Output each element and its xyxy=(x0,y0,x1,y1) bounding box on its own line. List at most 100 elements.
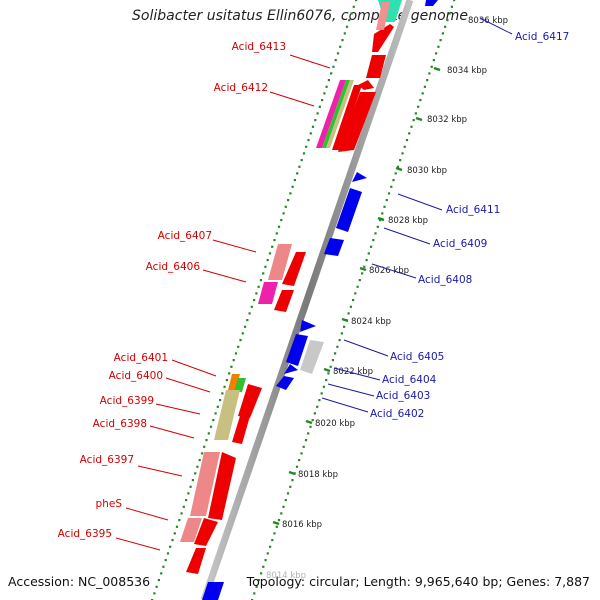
gene-label[interactable]: Acid_6399 xyxy=(100,395,154,407)
outer-ring-dot xyxy=(316,405,319,408)
gene-label[interactable]: Acid_6417 xyxy=(515,31,569,43)
outer-ring-dot xyxy=(318,399,321,402)
inner-ring-dot xyxy=(350,12,353,15)
outer-ring-dot xyxy=(453,0,456,2)
outer-ring-dot xyxy=(390,185,393,188)
outer-ring-dot xyxy=(325,379,328,382)
gene-label[interactable]: Acid_6397 xyxy=(80,454,134,466)
inner-ring-dot xyxy=(153,592,156,595)
outer-ring-dot xyxy=(291,479,294,482)
gene-forward xyxy=(332,85,362,150)
gene-forward xyxy=(366,55,386,78)
outer-ring-dot xyxy=(313,412,316,415)
inner-ring-dot xyxy=(216,405,219,408)
gene-label[interactable]: Acid_6402 xyxy=(370,408,424,420)
gene-reverse xyxy=(300,320,316,332)
inner-ring-dot xyxy=(248,312,251,315)
tick-label: 8034 kbp xyxy=(447,66,487,76)
inner-ring-dot xyxy=(332,65,335,68)
gene-features xyxy=(180,0,438,600)
inner-ring-dot xyxy=(307,139,310,142)
inner-ring-dot xyxy=(253,299,256,302)
gene-label[interactable]: Acid_6404 xyxy=(382,374,437,386)
tick-label: 8030 kbp xyxy=(407,166,447,176)
gene-label[interactable]: Acid_6407 xyxy=(158,230,212,242)
inner-ring-dot xyxy=(291,185,294,188)
gene-label[interactable]: Acid_6400 xyxy=(109,370,163,382)
inner-ring-dot xyxy=(341,39,344,42)
gene-reverse xyxy=(352,172,367,182)
outer-ring-dot xyxy=(408,132,411,135)
gene-label[interactable]: Acid_6406 xyxy=(146,261,201,273)
gene-label[interactable]: Acid_6409 xyxy=(433,238,487,250)
inner-ring-dot xyxy=(171,539,174,542)
inner-ring-dot xyxy=(178,519,181,522)
inner-ring-dot xyxy=(284,205,287,208)
inner-ring-dot xyxy=(180,512,183,515)
inner-ring-dot xyxy=(268,252,272,255)
gene-label[interactable]: Acid_6413 xyxy=(232,41,286,53)
outer-ring-dot xyxy=(363,265,366,268)
outer-ring-dot xyxy=(340,332,343,335)
gene-label[interactable]: Acid_6395 xyxy=(58,528,112,540)
gene-label[interactable]: Acid_6408 xyxy=(418,274,472,286)
inner-ring-dot xyxy=(339,45,342,48)
tick-label: 8018 kbp xyxy=(298,470,338,480)
inner-ring-dot xyxy=(203,445,206,448)
outer-ring-dot xyxy=(266,552,269,555)
inner-ring-dot xyxy=(250,305,253,308)
inner-ring-dot xyxy=(223,385,226,388)
outer-ring-dot xyxy=(412,119,415,122)
topology-text: Topology: circular; Length: 9,965,640 bp… xyxy=(246,574,590,589)
outer-ring-dot xyxy=(302,445,305,448)
gene-label[interactable]: Acid_6411 xyxy=(446,204,500,216)
gene-forward xyxy=(322,80,350,148)
inner-ring-dot xyxy=(355,0,358,2)
outer-ring-dot xyxy=(399,159,402,162)
outer-ring-dot xyxy=(387,192,391,195)
inner-ring-dot xyxy=(196,465,199,468)
outer-ring-dot xyxy=(327,372,330,375)
inner-ring-dot xyxy=(207,432,210,435)
outer-ring-dot xyxy=(392,179,395,182)
gene-label[interactable]: Acid_6401 xyxy=(114,352,168,364)
inner-ring-dot xyxy=(316,112,319,115)
gene-label[interactable]: Acid_6403 xyxy=(376,390,430,402)
gene-label[interactable]: Acid_6398 xyxy=(93,418,147,430)
inner-ring-dot xyxy=(182,505,185,508)
gene-label[interactable]: pheS xyxy=(96,498,123,510)
inner-ring-dot xyxy=(264,265,267,268)
inner-ring-dot xyxy=(162,565,165,568)
gene-label[interactable]: Acid_6412 xyxy=(214,82,268,94)
inner-ring-dot xyxy=(194,472,197,475)
outer-ring-dot xyxy=(394,172,397,175)
outer-ring-dot xyxy=(383,205,386,208)
inner-ring-dot xyxy=(305,145,308,148)
inner-ring-dot xyxy=(232,359,235,362)
outer-ring-dot xyxy=(367,252,370,255)
gene-label[interactable]: Acid_6405 xyxy=(390,351,444,363)
label-leaders xyxy=(115,17,513,551)
outer-ring-dot xyxy=(282,505,285,508)
gene-reverse xyxy=(336,188,362,232)
gene-forward xyxy=(282,252,306,286)
outer-ring-dot xyxy=(257,579,260,582)
inner-ring-dot xyxy=(255,292,258,295)
outer-ring-dot xyxy=(365,259,368,262)
left-gene-labels: Acid_6413 Acid_6412 Acid_6407 Acid_6406 … xyxy=(58,41,286,540)
tick-mark xyxy=(433,66,441,72)
outer-ring-dot xyxy=(426,79,429,82)
outer-ring-dot xyxy=(405,139,409,142)
gene-forward xyxy=(194,518,218,546)
inner-ring-dot xyxy=(311,125,315,128)
outer-ring-dot xyxy=(417,105,420,108)
outer-ring-dot xyxy=(352,299,355,302)
gene-reverse xyxy=(286,334,308,366)
outer-ring-dot xyxy=(428,72,431,75)
inner-ring-dot xyxy=(246,319,249,322)
outer-ring-dot xyxy=(343,325,346,328)
inner-ring-dot xyxy=(275,232,278,235)
tick-label: 8032 kbp xyxy=(427,115,467,125)
outer-ring-dot xyxy=(260,572,263,575)
inner-ring-dot xyxy=(293,179,296,182)
